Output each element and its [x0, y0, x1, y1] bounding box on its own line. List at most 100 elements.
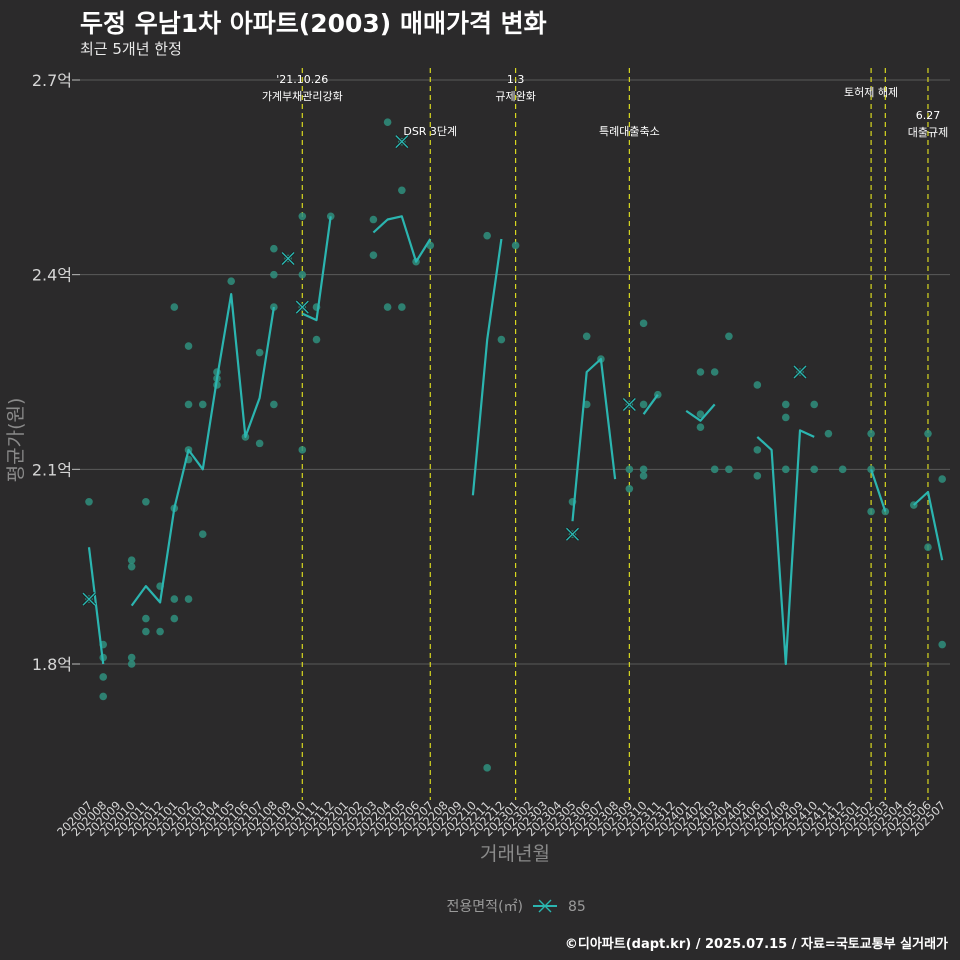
series-line-segment: [642, 394, 659, 415]
transaction-point: [938, 475, 946, 483]
transaction-point: [881, 507, 890, 516]
transaction-point: [142, 614, 150, 623]
transaction-point: [725, 465, 733, 474]
transaction-point: [810, 465, 819, 474]
transaction-point: [156, 627, 164, 636]
transaction-point: [99, 673, 108, 681]
transaction-point: [810, 400, 819, 409]
transaction-point: [824, 429, 833, 438]
cross-marker: [565, 527, 579, 541]
cross-marker: [82, 592, 96, 606]
series-line-segment: [372, 215, 432, 263]
transaction-point: [184, 342, 193, 350]
transaction-point: [270, 270, 278, 279]
x-axis-title: 거래년월: [480, 843, 550, 865]
transaction-point: [710, 368, 719, 376]
series-line-segment: [756, 429, 815, 666]
transaction-point: [127, 653, 136, 662]
transaction-point: [369, 251, 378, 259]
transaction-point: [198, 530, 207, 539]
y-tick-label: 2.1억: [32, 460, 72, 479]
legend: 전용면적(㎡) 85: [447, 899, 586, 915]
transaction-point: [625, 465, 634, 474]
transaction-point: [753, 472, 762, 480]
event-annotation: DSR 3단계: [403, 125, 457, 138]
event-annotation: 대출규제: [908, 126, 948, 139]
transaction-point: [639, 319, 648, 328]
transaction-point: [781, 400, 790, 409]
series-line-segment: [87, 547, 105, 665]
transaction-point: [184, 400, 193, 409]
transaction-point: [255, 348, 264, 357]
transaction-point: [383, 303, 392, 311]
transaction-point: [170, 595, 179, 603]
transaction-point: [753, 446, 762, 454]
transaction-point: [270, 244, 278, 253]
cross-marker: [295, 300, 309, 314]
transaction-point: [326, 212, 335, 221]
event-annotation: 가계부채관리강화: [262, 90, 343, 103]
transaction-point: [170, 303, 179, 311]
series-lines: [87, 215, 944, 666]
cross-marker: [622, 397, 636, 411]
event-annotation: '21.10.26: [276, 73, 328, 86]
transaction-point: [383, 118, 392, 126]
transaction-point: [696, 410, 705, 418]
transaction-point: [639, 465, 648, 474]
transaction-point: [127, 562, 136, 571]
series-line-segment: [913, 490, 944, 561]
series-line-segment: [685, 403, 716, 422]
series-line-segment: [130, 293, 275, 607]
transaction-point: [369, 215, 378, 224]
y-axis-title: 평균가(원): [5, 398, 27, 483]
transaction-point: [483, 764, 491, 772]
transaction-point: [582, 332, 591, 341]
transaction-point: [639, 400, 648, 409]
transaction-point: [838, 465, 847, 474]
x-markers: [81, 134, 808, 607]
transaction-point: [127, 660, 136, 668]
transaction-point: [753, 381, 762, 389]
grid-lines: [72, 79, 950, 665]
transaction-point: [227, 277, 235, 285]
transaction-point: [696, 423, 705, 431]
event-lines: [301, 68, 929, 800]
transaction-point: [867, 507, 875, 516]
series-line-segment: [471, 238, 503, 496]
transaction-point: [312, 335, 321, 344]
source-caption: ©디아파트(dapt.kr) / 2025.07.15 / 자료=국토교통부 실…: [564, 937, 948, 952]
transaction-point: [781, 465, 790, 474]
transaction-point: [710, 465, 719, 474]
y-tick-label: 1.8억: [32, 655, 72, 674]
transaction-point: [398, 303, 406, 311]
transaction-point: [696, 368, 705, 376]
transaction-point: [924, 543, 932, 551]
transaction-point: [298, 446, 307, 454]
transaction-point: [867, 429, 875, 438]
transaction-point: [85, 497, 93, 506]
cross-marker: [395, 135, 409, 149]
transaction-point: [270, 400, 278, 409]
transaction-point: [170, 614, 179, 623]
transaction-point: [924, 429, 932, 438]
event-annotation: 규제완화: [495, 90, 535, 103]
legend-label: 85: [568, 899, 586, 915]
transaction-point: [497, 335, 506, 344]
y-tick-label: 2.4억: [32, 266, 72, 285]
transaction-point: [184, 595, 193, 603]
transaction-point: [127, 556, 136, 564]
series-line-segment: [301, 216, 332, 322]
event-annotation: 6.27: [916, 109, 941, 122]
chart-subtitle: 최근 5개년 한정: [80, 40, 182, 58]
transaction-point: [625, 485, 634, 493]
cross-marker: [281, 251, 295, 265]
transaction-point: [298, 212, 307, 221]
transaction-point: [142, 497, 150, 506]
transaction-point: [483, 231, 491, 240]
transaction-point: [198, 400, 207, 409]
series-line-segment: [870, 468, 887, 512]
transaction-point: [99, 692, 108, 701]
chart-title: 두정 우남1차 아파트(2003) 매매가격 변화: [80, 9, 547, 38]
